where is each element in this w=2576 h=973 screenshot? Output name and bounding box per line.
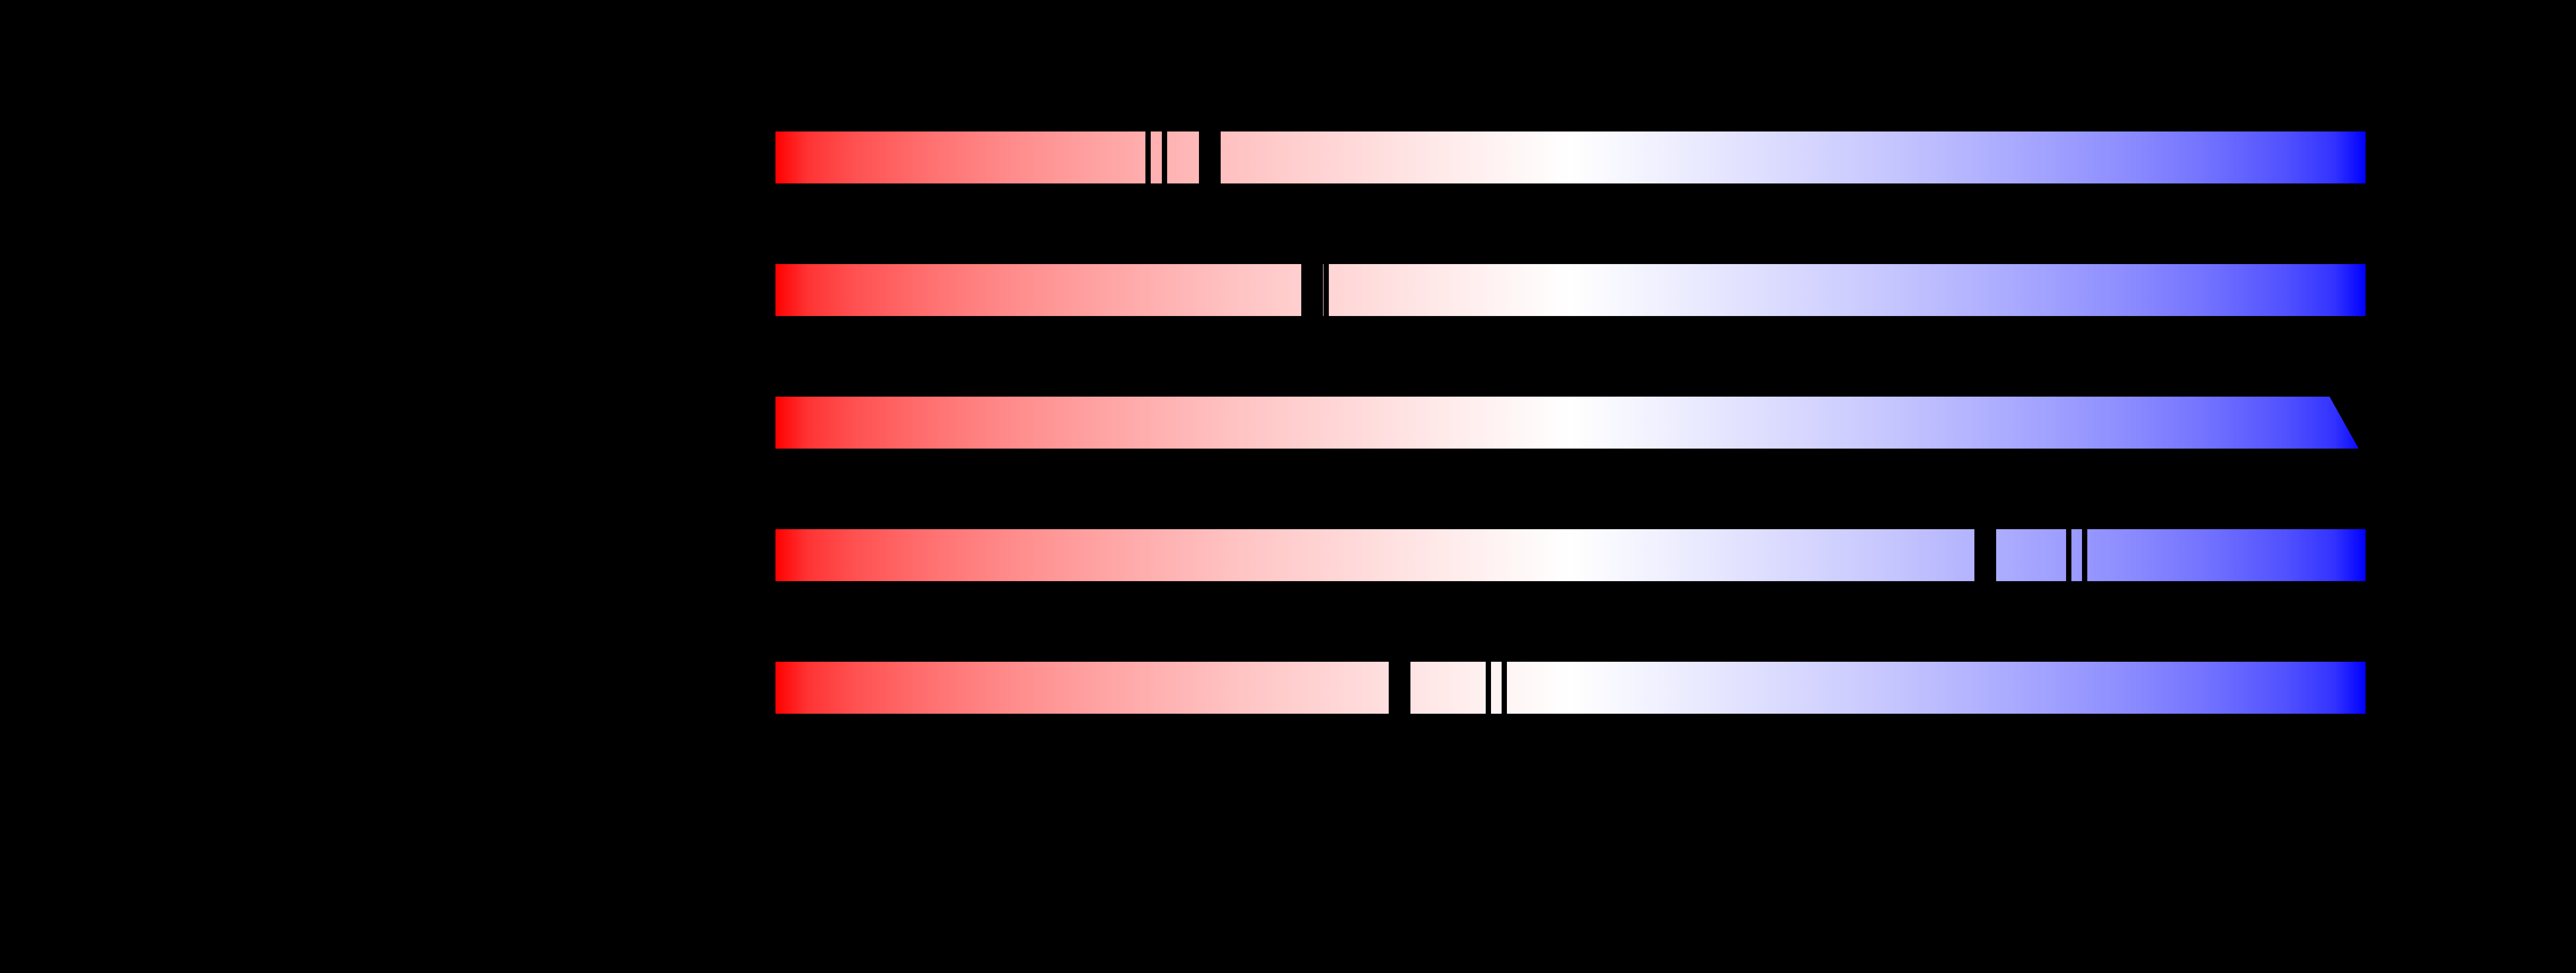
- gradient-bar-row-2: [775, 264, 2366, 316]
- gradient-bar-row-4: [775, 529, 2366, 581]
- gradient-bar-row-5: [775, 662, 2366, 714]
- value-mark-thin: [1324, 264, 1329, 316]
- value-mark-thin: [1502, 662, 1507, 714]
- gradient-bar-row-3: [775, 397, 2359, 449]
- value-mark-wide: [1199, 132, 1221, 183]
- value-mark-wide: [1301, 264, 1323, 316]
- value-mark-thin: [1486, 662, 1491, 714]
- value-mark-thin: [1162, 132, 1167, 183]
- value-mark-thin: [2066, 529, 2071, 581]
- value-mark-wide: [1389, 662, 1410, 714]
- value-mark-thin: [2082, 529, 2087, 581]
- value-mark-wide: [1974, 529, 1996, 581]
- gradient-bar-row-1: [775, 132, 2366, 183]
- value-mark-thin: [1145, 132, 1151, 183]
